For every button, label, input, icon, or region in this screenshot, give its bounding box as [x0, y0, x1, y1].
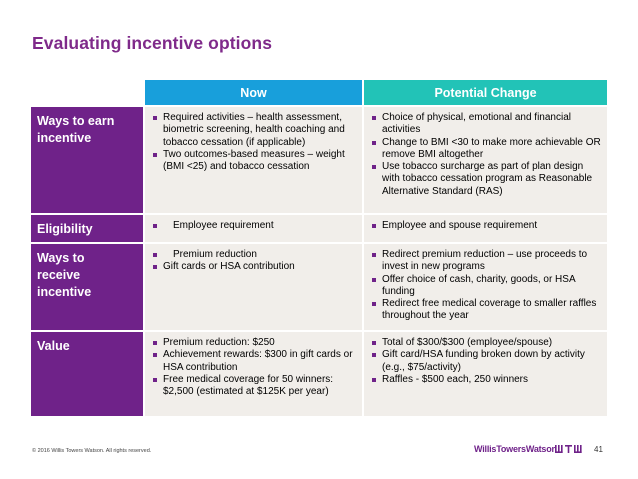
- cell-potential: Redirect premium reduction – use proceed…: [362, 242, 607, 330]
- cell-now: Employee requirement: [143, 213, 362, 242]
- incentive-options-table: Now Potential Change Ways to earn incent…: [31, 80, 607, 416]
- list-item: Gift card/HSA funding broken down by act…: [370, 349, 601, 374]
- cell-now: Premium reduction Gift cards or HSA cont…: [143, 242, 362, 330]
- list-item: Premium reduction: $250: [151, 337, 356, 349]
- list-item: Achievement rewards: $300 in gift cards …: [151, 349, 356, 374]
- row-label-value: Value: [31, 330, 143, 416]
- list-item: Premium reduction: [151, 249, 356, 261]
- table-row: Value Premium reduction: $250 Achievemen…: [31, 330, 607, 416]
- page-title: Evaluating incentive options: [32, 33, 273, 53]
- list-item: Redirect free medical coverage to smalle…: [370, 298, 601, 323]
- list-item: Use tobacco surcharge as part of plan de…: [370, 161, 601, 198]
- cell-now: Required activities – health assessment,…: [143, 105, 362, 213]
- list-item: Raffles - $500 each, 250 winners: [370, 374, 601, 386]
- company-brand: WillisTowersWatson: [474, 444, 557, 454]
- list-item: Change to BMI <30 to make more achievabl…: [370, 137, 601, 162]
- cell-potential: Employee and spouse requirement: [362, 213, 607, 242]
- header-potential-change: Potential Change: [362, 80, 607, 105]
- table-row: Ways to earn incentive Required activiti…: [31, 105, 607, 213]
- row-label-eligibility: Eligibility: [31, 213, 143, 242]
- list-item: Employee and spouse requirement: [370, 220, 601, 232]
- cell-potential: Total of $300/$300 (employee/spouse) Gif…: [362, 330, 607, 416]
- list-item: Employee requirement: [151, 220, 356, 232]
- header-now: Now: [143, 80, 362, 105]
- cell-potential: Choice of physical, emotional and financ…: [362, 105, 607, 213]
- row-label-ways-to-receive: Ways to receive incentive: [31, 242, 143, 330]
- list-item: Gift cards or HSA contribution: [151, 261, 356, 273]
- list-item: Two outcomes-based measures – weight (BM…: [151, 149, 356, 174]
- list-item: Redirect premium reduction – use proceed…: [370, 249, 601, 274]
- page-number: 41: [594, 445, 603, 454]
- cell-now: Premium reduction: $250 Achievement rewa…: [143, 330, 362, 416]
- list-item: Free medical coverage for 50 winners: $2…: [151, 374, 356, 399]
- list-item: Choice of physical, emotional and financ…: [370, 112, 601, 137]
- row-label-ways-to-earn: Ways to earn incentive: [31, 105, 143, 213]
- list-item: Offer choice of cash, charity, goods, or…: [370, 274, 601, 299]
- header-blank-cell: [31, 80, 143, 105]
- table-row: Ways to receive incentive Premium reduct…: [31, 242, 607, 330]
- list-item: Required activities – health assessment,…: [151, 112, 356, 149]
- copyright-notice: © 2016 Willis Towers Watson. All rights …: [32, 448, 152, 454]
- list-item: Total of $300/$300 (employee/spouse): [370, 337, 601, 349]
- table-row: Eligibility Employee requirement Employe…: [31, 213, 607, 242]
- table-header-row: Now Potential Change: [31, 80, 607, 105]
- wtw-logo-icon: [555, 445, 582, 453]
